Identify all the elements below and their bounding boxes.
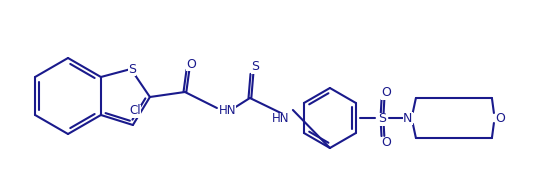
Text: O: O [186,58,196,70]
Text: S: S [128,63,136,76]
Text: O: O [381,136,391,150]
Text: N: N [403,112,413,124]
Text: HN: HN [272,113,289,125]
Text: O: O [381,86,391,100]
Text: HN: HN [219,103,236,117]
Text: S: S [378,113,386,125]
Text: S: S [251,60,259,74]
Text: Cl: Cl [129,104,141,118]
Text: O: O [495,112,505,124]
